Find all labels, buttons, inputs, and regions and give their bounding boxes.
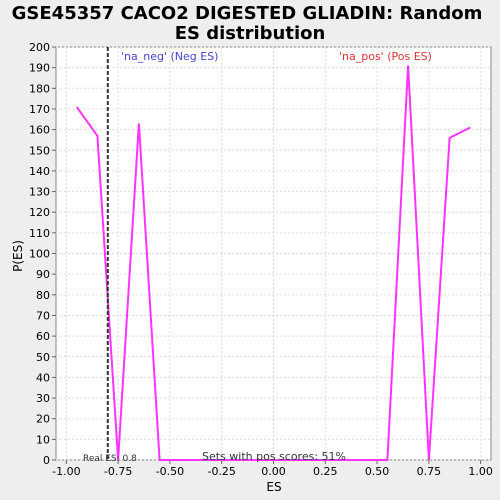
grid (56, 46, 491, 461)
y-tick-label: 110 (29, 227, 50, 240)
x-tick-label: -0.75 (104, 465, 132, 478)
y-tick-label: 90 (36, 268, 50, 281)
y-tick-label: 30 (36, 392, 50, 405)
chart-title-line1: GSE45357 CACO2 DIGESTED GLIADIN: Random (12, 3, 483, 24)
x-tick-label: -0.25 (207, 465, 235, 478)
chart-title-line2: ES distribution (175, 23, 326, 44)
y-tick-label: 50 (36, 351, 50, 364)
y-tick-label: 150 (29, 144, 50, 157)
y-tick-label: 180 (29, 82, 50, 95)
y-axis-label: P(ES) (11, 240, 25, 272)
y-tick-label: 160 (29, 124, 50, 137)
x-tick-label: -0.50 (156, 465, 184, 478)
y-tick-label: 120 (29, 206, 50, 219)
y-tick-label: 140 (29, 165, 50, 178)
x-axis-label: ES (266, 480, 281, 494)
y-tick-label: 80 (36, 289, 50, 302)
series-group (75, 65, 471, 461)
x-tick-label: 1.00 (468, 465, 493, 478)
y-tick-label: 130 (29, 186, 50, 199)
pos-es-label: 'na_pos' (Pos ES) (339, 50, 432, 63)
es-distribution-line (75, 65, 471, 461)
y-axis: 0 10 20 30 40 50 60 70 80 90 100 110 120 130 140 150 160… (29, 41, 56, 467)
x-tick-label: 0.25 (313, 465, 338, 478)
y-tick-label: 0 (43, 454, 50, 467)
neg-es-label: 'na_neg' (Neg ES) (121, 50, 218, 63)
y-tick-label: 190 (29, 62, 50, 75)
footer-note: Sets with pos scores: 51% (202, 450, 346, 463)
x-axis: -1.00 -0.75 -0.50 -0.25 0.00 0.25 0.50 0.75 1.00 (52, 460, 493, 478)
x-tick-label: 0.75 (417, 465, 442, 478)
y-tick-label: 60 (36, 330, 50, 343)
x-tick-label: 0.00 (261, 465, 286, 478)
real-es-label: Real ES: 0.8 (83, 454, 137, 464)
y-tick-label: 200 (29, 41, 50, 54)
y-tick-label: 10 (36, 433, 50, 446)
y-tick-label: 70 (36, 309, 50, 322)
y-tick-label: 170 (29, 103, 50, 116)
x-tick-label: -1.00 (52, 465, 80, 478)
y-tick-label: 20 (36, 413, 50, 426)
y-tick-label: 100 (29, 248, 50, 261)
x-tick-label: 0.50 (365, 465, 390, 478)
y-tick-label: 40 (36, 371, 50, 384)
